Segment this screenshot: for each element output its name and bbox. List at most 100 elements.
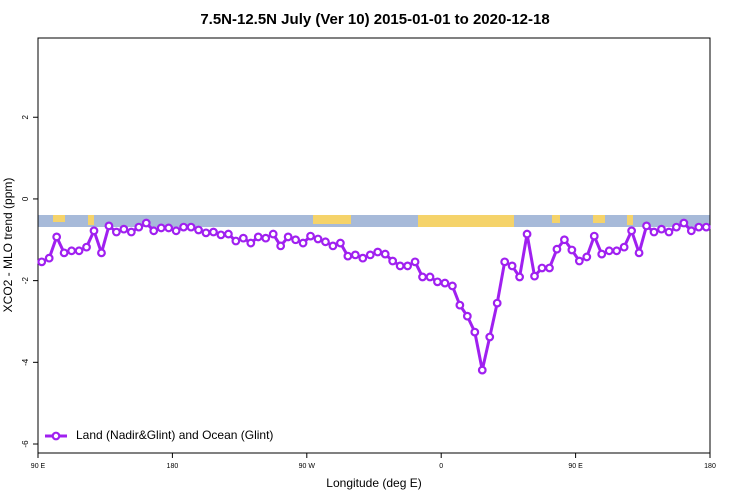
legend: Land (Nadir&Glint) and Ocean (Glint) bbox=[45, 428, 273, 442]
data-point bbox=[485, 332, 495, 342]
x-tick-label: 90 E bbox=[31, 463, 46, 470]
data-point bbox=[589, 231, 599, 241]
data-point bbox=[276, 241, 286, 251]
ocean-band bbox=[38, 215, 710, 227]
land-patch bbox=[593, 215, 605, 223]
data-point bbox=[179, 222, 189, 232]
x-tick-label: 180 bbox=[167, 463, 179, 470]
data-point bbox=[560, 235, 569, 245]
data-point bbox=[403, 261, 413, 271]
data-point bbox=[52, 232, 62, 242]
y-tick-label: -4 bbox=[21, 358, 30, 366]
data-point bbox=[350, 250, 360, 260]
data-point bbox=[306, 231, 315, 241]
data-point bbox=[328, 241, 338, 251]
data-point bbox=[612, 246, 622, 256]
data-point bbox=[201, 228, 211, 238]
data-point bbox=[425, 272, 435, 282]
y-tick-label: -6 bbox=[21, 440, 30, 448]
data-point bbox=[283, 232, 293, 242]
y-tick-label: 0 bbox=[21, 196, 30, 201]
data-point bbox=[448, 281, 457, 291]
data-point bbox=[440, 278, 450, 288]
data-point bbox=[627, 226, 636, 236]
legend-swatch-marker bbox=[51, 431, 61, 441]
data-point bbox=[657, 224, 666, 234]
data-point bbox=[126, 227, 136, 237]
data-point bbox=[82, 242, 91, 252]
data-point bbox=[582, 252, 592, 262]
data-point bbox=[574, 256, 584, 266]
data-point bbox=[67, 246, 76, 256]
data-point bbox=[552, 244, 562, 254]
data-point bbox=[634, 248, 644, 258]
data-point bbox=[537, 263, 547, 273]
x-axis-label: Longitude (deg E) bbox=[326, 476, 421, 490]
data-point bbox=[462, 311, 472, 321]
land-patch bbox=[418, 215, 514, 227]
land-ocean-strip bbox=[38, 215, 710, 227]
data-point bbox=[686, 226, 696, 236]
y-axis-label: XCO2 - MLO trend (ppm) bbox=[1, 178, 15, 313]
data-point bbox=[418, 272, 427, 282]
legend-label: Land (Nadir&Glint) and Ocean (Glint) bbox=[76, 428, 273, 442]
data-point bbox=[410, 257, 420, 267]
data-point bbox=[223, 229, 233, 239]
data-point bbox=[343, 251, 353, 261]
data-point bbox=[649, 227, 659, 237]
data-point bbox=[567, 245, 577, 255]
data-point bbox=[186, 222, 196, 232]
data-point bbox=[530, 271, 539, 281]
data-point bbox=[149, 226, 159, 236]
data-point bbox=[156, 223, 166, 233]
data-point bbox=[664, 227, 674, 237]
data-point bbox=[194, 225, 203, 235]
data-point bbox=[141, 218, 151, 228]
data-point bbox=[209, 227, 218, 237]
data-point bbox=[171, 226, 181, 236]
data-point bbox=[321, 237, 330, 247]
y-tick-label: 2 bbox=[21, 114, 30, 119]
land-patch bbox=[627, 215, 633, 225]
data-point bbox=[119, 224, 129, 234]
data-point bbox=[433, 277, 442, 287]
data-point bbox=[231, 236, 241, 246]
data-point bbox=[395, 261, 405, 271]
data-point bbox=[238, 233, 248, 243]
x-tick-label: 0 bbox=[439, 463, 443, 470]
land-patch bbox=[313, 215, 351, 224]
data-point bbox=[604, 246, 614, 256]
data-point bbox=[455, 300, 465, 310]
data-point bbox=[89, 226, 99, 236]
data-point bbox=[597, 249, 607, 259]
data-point bbox=[336, 238, 345, 248]
data-point bbox=[313, 234, 323, 244]
data-point bbox=[97, 248, 106, 258]
data-point bbox=[59, 248, 69, 258]
x-tick-label: 180 bbox=[704, 463, 716, 470]
data-point bbox=[694, 222, 704, 232]
data-point bbox=[701, 222, 711, 232]
data-point bbox=[104, 221, 114, 231]
y-tick-label: -2 bbox=[21, 277, 30, 285]
data-point bbox=[74, 246, 84, 256]
data-point bbox=[470, 327, 480, 337]
x-tick-label: 90 W bbox=[299, 463, 316, 470]
land-patch bbox=[552, 215, 560, 223]
x-tick-label: 90 E bbox=[568, 463, 583, 470]
land-patch bbox=[88, 215, 94, 225]
data-point bbox=[672, 222, 681, 232]
data-point bbox=[365, 250, 375, 260]
data-point bbox=[261, 233, 271, 243]
chart-title: 7.5N-12.5N July (Ver 10) 2015-01-01 to 2… bbox=[200, 11, 549, 28]
data-point bbox=[522, 229, 532, 239]
data-point bbox=[37, 257, 47, 267]
data-point bbox=[253, 232, 263, 242]
data-point bbox=[679, 218, 689, 228]
data-point bbox=[358, 253, 368, 263]
data-point bbox=[492, 298, 502, 308]
data-point bbox=[111, 227, 121, 237]
data-point bbox=[477, 365, 487, 375]
data-point bbox=[134, 222, 144, 232]
